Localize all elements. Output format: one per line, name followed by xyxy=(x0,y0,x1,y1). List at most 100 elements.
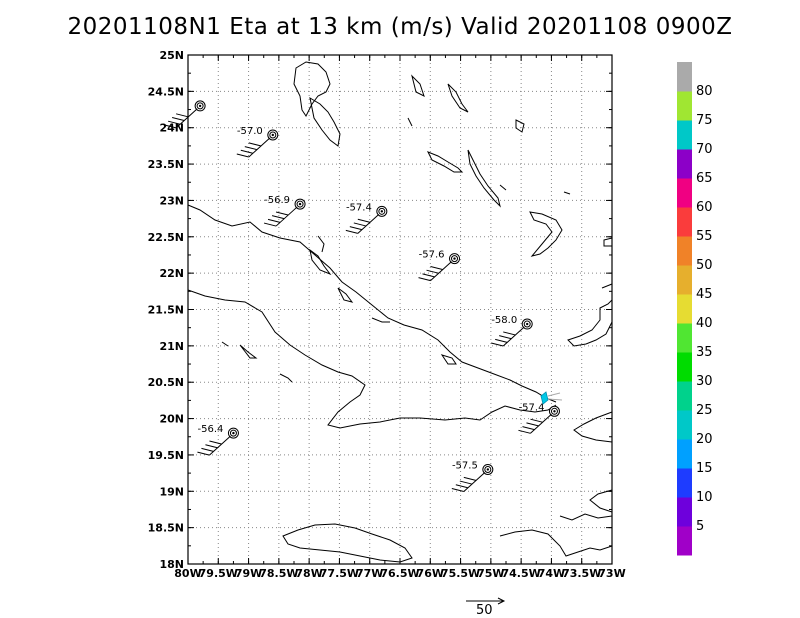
colorbar-swatch xyxy=(677,468,692,498)
y-tick-label: 23.5N xyxy=(148,158,184,171)
y-tick-label: 18.5N xyxy=(148,522,184,535)
map-plot-area: -57.0 -56.9 -57.4 -57.6 -58.0 -57.4 -56.4 -57.5… xyxy=(148,49,626,580)
station-dot xyxy=(198,104,202,108)
colorbar-label: 65 xyxy=(696,171,713,186)
station-ring-inner xyxy=(484,465,492,473)
coastlines xyxy=(187,61,613,563)
y-tick-label: 21N xyxy=(159,340,184,353)
colorbar-label: 50 xyxy=(696,258,713,273)
station-ring-inner xyxy=(196,102,204,110)
x-tick-label: 78W xyxy=(295,567,322,580)
coastline-segment xyxy=(529,211,563,257)
wind-barb-flag xyxy=(197,451,210,456)
wind-barb-flag xyxy=(455,484,468,489)
x-tick-label: 76W xyxy=(417,567,444,580)
coastline-segment xyxy=(411,74,425,97)
wind-barb-flag xyxy=(518,429,531,434)
station-value-label: -56.9 xyxy=(264,195,290,206)
station-value-label: -57.4 xyxy=(346,202,372,213)
station-dot xyxy=(380,210,384,213)
wind-barb-flag xyxy=(263,222,277,227)
coastline-segment xyxy=(563,191,571,195)
y-tick-label: 19N xyxy=(159,485,184,498)
coastline-segment xyxy=(440,354,457,365)
coastline-segment xyxy=(317,235,325,253)
wind-barb-flag xyxy=(175,113,189,118)
station-value-label: -58.0 xyxy=(491,315,517,326)
coastline-segment xyxy=(187,204,557,403)
wind-barb-flag xyxy=(275,211,289,216)
wind-barb-flag xyxy=(271,215,285,220)
y-tick-label: 22.5N xyxy=(148,231,184,244)
coastline-segment xyxy=(187,289,557,429)
wind-barb-flag xyxy=(526,422,539,427)
colorbar-label: 15 xyxy=(696,461,713,476)
coastline-segment xyxy=(371,317,390,323)
colorbar-swatch xyxy=(677,120,692,150)
station-ring-inner xyxy=(296,200,304,208)
station-value-label: -57.4 xyxy=(519,402,545,413)
colorbar-swatch xyxy=(677,352,692,382)
wind-barb-flag xyxy=(530,418,543,423)
wind-barb-flag xyxy=(163,124,177,129)
wind-barb-flag xyxy=(499,335,512,340)
colorbar-label: 45 xyxy=(696,287,713,302)
station-dot xyxy=(453,257,456,260)
y-tick-label: 21.5N xyxy=(148,304,184,317)
coastline-segment xyxy=(467,149,501,208)
station-value-label: -57.0 xyxy=(237,126,263,137)
colorbar-swatch xyxy=(677,497,692,527)
colorbar-swatch xyxy=(677,62,692,92)
observation-station: -57.4 xyxy=(345,202,388,234)
wind-barb-flag xyxy=(418,277,431,282)
coastline-segment xyxy=(282,523,413,563)
colorbar-label: 80 xyxy=(696,84,713,99)
observation-station: -56.9 xyxy=(263,195,306,227)
wind-barb-flag xyxy=(244,146,257,151)
wind-barb-flag xyxy=(491,342,504,347)
wind-barb-shaft xyxy=(357,213,380,234)
wind-barb-flag xyxy=(248,142,261,147)
colorbar-label: 40 xyxy=(696,316,713,331)
wind-barb-shaft xyxy=(275,206,298,227)
coastline-segment xyxy=(499,184,507,191)
colorbar-swatch xyxy=(677,381,692,411)
vector-legend-arrowhead xyxy=(497,597,506,605)
coastline-segment xyxy=(601,283,613,289)
colorbar-label: 60 xyxy=(696,200,713,215)
x-tick-label: 80W xyxy=(174,567,201,580)
coastline-segment xyxy=(567,298,613,347)
y-tick-label: 24.5N xyxy=(148,85,184,98)
coastline-segment xyxy=(515,119,525,133)
wind-vector-gray xyxy=(547,392,561,397)
x-tick-label: 78.5W xyxy=(259,567,298,580)
y-tick-label: 22N xyxy=(159,267,184,280)
grid-lines xyxy=(188,55,612,564)
colorbar-swatch xyxy=(677,207,692,237)
wind-barb-flag xyxy=(209,440,222,445)
colorbar-swatch xyxy=(677,265,692,295)
colorbar-swatch xyxy=(677,439,692,469)
x-tick-label: 77.5W xyxy=(320,567,359,580)
colorbar: 5 10 15 20 25 30 35 40 45 50 55 60 65 70 75 80 xyxy=(677,62,713,556)
wind-barb-shaft xyxy=(530,413,552,434)
wind-barb-shaft xyxy=(463,472,486,492)
observation-station: -56.4 xyxy=(197,424,239,456)
colorbar-swatch xyxy=(677,323,692,353)
wind-barb-flag xyxy=(422,273,435,278)
wind-barb-flag xyxy=(171,117,185,121)
wind-barb-flag xyxy=(463,476,476,481)
y-tick-label: 24N xyxy=(159,122,184,135)
wind-barb-flag xyxy=(495,338,508,343)
wind-barb-flag xyxy=(357,218,370,223)
station-ring-inner xyxy=(378,207,386,215)
wind-barb-flag xyxy=(353,222,366,227)
colorbar-label: 35 xyxy=(696,345,713,360)
colorbar-label: 75 xyxy=(696,113,713,128)
x-tick-label: 74W xyxy=(538,567,565,580)
wind-barb-flag xyxy=(430,266,443,270)
station-ring-inner xyxy=(523,320,531,328)
station-value-label: -57.5 xyxy=(452,460,478,471)
coastline-segment xyxy=(279,373,293,383)
